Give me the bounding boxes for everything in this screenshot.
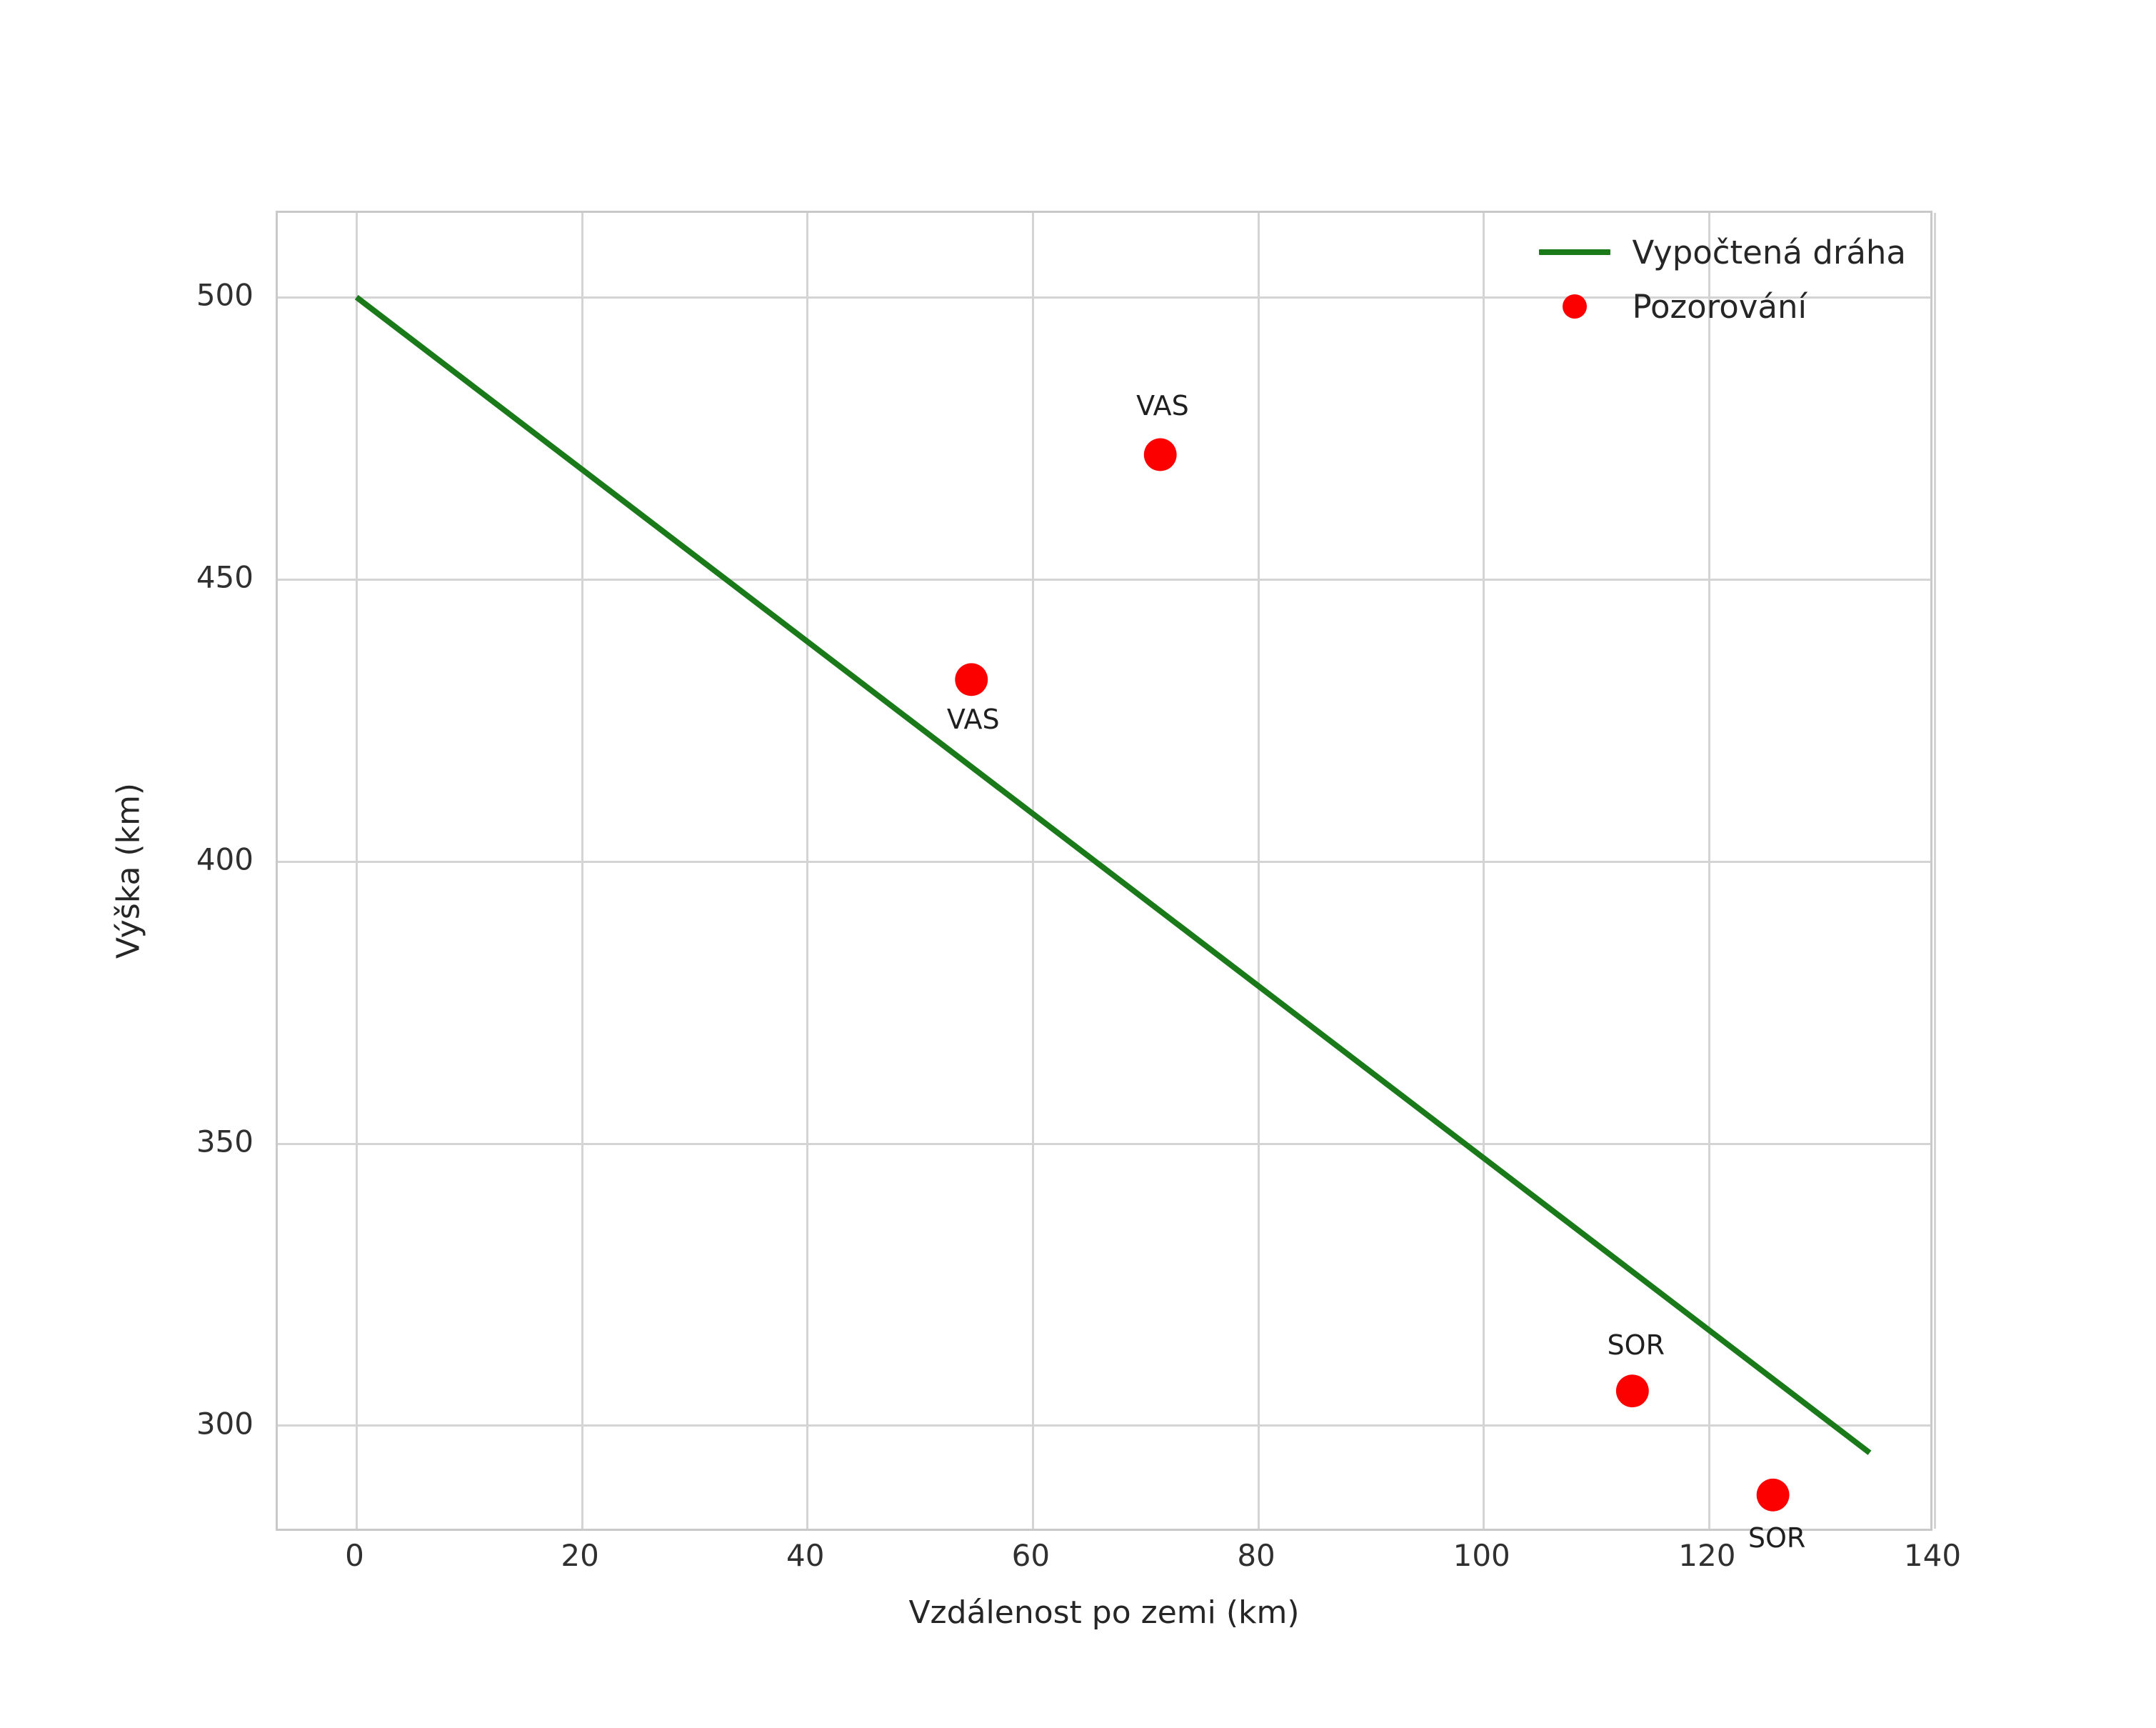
gridline-vertical — [1257, 213, 1260, 1529]
chart-legend: Vypočtená dráha Pozorování — [1529, 229, 1916, 330]
plot-area: VAS VAS SOR SOR Vypočtená dráha Pozorování — [276, 211, 1936, 1554]
gridline-vertical — [581, 213, 583, 1529]
x-axis-title: Vzdálenost po zemi (km) — [908, 1594, 1300, 1631]
computed-trajectory-line — [354, 294, 1872, 1455]
legend-dot-swatch — [1536, 294, 1613, 319]
gridline-vertical — [1483, 213, 1485, 1529]
x-tick-label: 60 — [1011, 1538, 1051, 1573]
point-label-vas: VAS — [1136, 389, 1189, 421]
x-tick-label: 40 — [786, 1538, 825, 1573]
x-tick-label: 0 — [345, 1538, 364, 1573]
point-label-sor: SOR — [1607, 1329, 1665, 1361]
legend-label-observation: Pozorování — [1632, 287, 1807, 326]
gridline-horizontal — [278, 860, 1930, 863]
y-tick-label: 300 — [196, 1406, 254, 1442]
y-axis-title: Výška (km) — [110, 782, 147, 959]
gridline-vertical — [1933, 213, 1936, 1529]
line-swatch-icon — [1539, 249, 1611, 255]
gridline-horizontal — [278, 1424, 1930, 1427]
trajectory-polyline — [354, 294, 1872, 1455]
gridline-vertical — [806, 213, 809, 1529]
point-label-sor: SOR — [1748, 1522, 1806, 1554]
gridline-vertical — [1708, 213, 1710, 1529]
y-tick-label: 350 — [196, 1124, 254, 1159]
x-tick-label: 20 — [561, 1538, 599, 1573]
observation-marker — [1615, 1374, 1649, 1408]
x-tick-label: 100 — [1453, 1538, 1510, 1573]
dot-swatch-icon — [1563, 294, 1588, 319]
observation-marker — [1143, 438, 1177, 471]
legend-item-computed-trajectory: Vypočtená dráha — [1536, 233, 1906, 271]
gridline-vertical — [1031, 213, 1034, 1529]
gridline-horizontal — [278, 578, 1930, 581]
y-tick-label: 400 — [196, 841, 254, 877]
y-tick-label: 500 — [196, 277, 254, 313]
legend-item-observation: Pozorování — [1536, 287, 1906, 326]
x-tick-label: 140 — [1903, 1538, 1962, 1573]
observation-marker — [955, 663, 988, 696]
point-label-vas: VAS — [946, 704, 1000, 736]
legend-label-computed-trajectory: Vypočtená dráha — [1632, 233, 1906, 271]
gridline-horizontal — [278, 1142, 1930, 1145]
observation-marker — [1756, 1478, 1790, 1512]
y-tick-label: 450 — [196, 559, 254, 595]
x-tick-label: 80 — [1237, 1538, 1275, 1573]
x-tick-label: 120 — [1678, 1538, 1736, 1573]
legend-line-swatch — [1536, 249, 1613, 255]
plot-canvas — [354, 294, 1872, 1512]
gridline-vertical — [355, 213, 358, 1529]
